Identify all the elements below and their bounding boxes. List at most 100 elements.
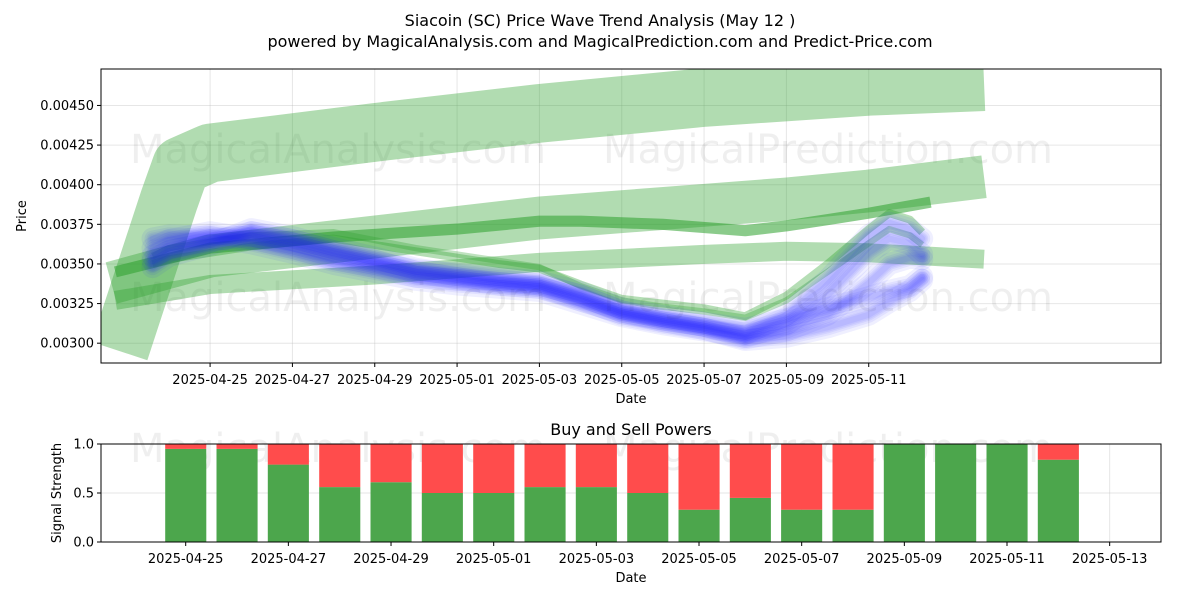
- watermark-prediction-top: MagicalPrediction.com: [603, 127, 1053, 173]
- price-y-tick-label: 0.00350: [40, 257, 94, 272]
- buy-bar: [267, 464, 309, 542]
- power-x-ticks: 2025-04-25 2025-04-27 2025-04-29 2025-05-01…: [148, 542, 1148, 567]
- price-x-tick-label: 2025-05-03: [502, 373, 578, 388]
- power-x-tick-label: 2025-05-07: [764, 552, 840, 567]
- power-x-tick-label: 2025-05-03: [559, 552, 635, 567]
- price-y-tick-label: 0.00400: [40, 178, 94, 193]
- price-wave-3-layer-3: [146, 216, 929, 340]
- price-wave-1-layer-5: [149, 232, 926, 332]
- chart-subtitle: powered by MagicalAnalysis.com and Magic…: [267, 32, 932, 51]
- power-title: Buy and Sell Powers: [550, 420, 712, 439]
- sell-bar: [165, 444, 207, 449]
- sell-bar: [678, 444, 720, 510]
- sell-bar: [473, 444, 515, 493]
- price-x-tick-label: 2025-05-11: [831, 373, 907, 388]
- trend-band-green-path-a: [151, 209, 926, 321]
- price-y-tick-label: 0.00300: [40, 337, 94, 352]
- trend-band-lower-wave: [113, 241, 985, 310]
- power-x-tick-label: 2025-04-27: [251, 552, 327, 567]
- trend-band-green-path-b: [151, 225, 925, 321]
- sell-bar: [319, 444, 361, 488]
- price-grid: [101, 69, 1161, 363]
- price-panel: MagicalAnalysis.com MagicalPrediction.co…: [15, 68, 1162, 407]
- buy-bar: [473, 493, 515, 542]
- price-waves: [141, 211, 934, 351]
- trend-bands: [101, 69, 987, 361]
- buy-bar: [986, 444, 1028, 542]
- power-x-label: Date: [615, 571, 646, 586]
- watermark-analysis-top: MagicalAnalysis.com: [130, 127, 546, 173]
- price-y-label: Price: [15, 200, 30, 232]
- trend-band-middle-wave: [105, 155, 987, 304]
- price-wave-4-layer-1: [141, 224, 934, 348]
- sell-bar: [575, 444, 617, 488]
- price-wave-5-layer-2: [144, 224, 931, 347]
- power-panel: Buy and Sell Powers MagicalAnalysis.com …: [50, 420, 1162, 586]
- price-y-ticks: 0.00300 0.00325 0.00350 0.00375 0.00400 0.004…: [40, 99, 101, 352]
- price-wave-5-layer-4: [148, 227, 927, 343]
- power-x-tick-label: 2025-05-05: [661, 552, 737, 567]
- price-wave-5-layer-3: [146, 226, 929, 345]
- sell-bar: [1037, 444, 1079, 460]
- power-x-tick-label: 2025-05-13: [1072, 552, 1148, 567]
- power-x-tick-label: 2025-04-29: [353, 552, 429, 567]
- price-wave-2-layer-1: [141, 218, 934, 351]
- sell-bar: [216, 444, 258, 449]
- power-y-ticks: 0.0 0.5 1.0: [73, 438, 101, 551]
- price-x-tick-label: 2025-05-09: [749, 373, 825, 388]
- price-wave-2-layer-3: [146, 223, 929, 346]
- buy-bar: [678, 509, 720, 542]
- sell-bar: [729, 444, 771, 498]
- price-x-ticks: 2025-04-25 2025-04-27 2025-04-29 2025-05-01…: [172, 363, 907, 388]
- watermark-prediction-bottom: MagicalPrediction.com: [603, 426, 1053, 472]
- power-x-tick-label: 2025-05-11: [969, 552, 1045, 567]
- power-y-label: Signal Strength: [50, 443, 65, 543]
- price-wave-3-layer-2: [144, 214, 931, 342]
- price-wave-5-layer-1: [141, 221, 934, 350]
- power-x-tick-label: 2025-04-25: [148, 552, 224, 567]
- power-x-tick-label: 2025-05-09: [867, 552, 943, 567]
- buy-bar: [165, 448, 207, 542]
- price-x-tick-label: 2025-05-05: [584, 373, 660, 388]
- price-wave-1-layer-3: [146, 229, 929, 335]
- price-wave-2-layer-4: [148, 224, 927, 345]
- buy-bar: [370, 482, 412, 542]
- buy-bar: [832, 509, 874, 542]
- sell-bar: [781, 444, 823, 510]
- price-y-tick-label: 0.00375: [40, 218, 94, 233]
- price-wave-2-layer-5: [149, 226, 926, 343]
- price-y-tick-label: 0.00325: [40, 297, 94, 312]
- sell-bar: [421, 444, 463, 493]
- sell-bar: [832, 444, 874, 510]
- sell-bar: [370, 444, 412, 483]
- chart-title: Siacoin (SC) Price Wave Trend Analysis (…: [405, 11, 796, 30]
- power-bars: [165, 444, 1079, 542]
- buy-bar: [781, 509, 823, 542]
- price-watermarks: MagicalAnalysis.com MagicalPrediction.co…: [130, 127, 1053, 321]
- power-y-tick-label: 0.0: [73, 536, 94, 551]
- price-x-label: Date: [615, 392, 646, 407]
- sell-bar: [267, 444, 309, 465]
- price-x-tick-label: 2025-04-25: [172, 373, 248, 388]
- trend-band-inner-trend: [114, 196, 932, 278]
- price-wave-4-layer-4: [148, 230, 927, 342]
- price-wave-4-layer-2: [144, 227, 931, 345]
- power-y-tick-label: 1.0: [73, 438, 94, 453]
- price-x-tick-label: 2025-05-01: [419, 373, 495, 388]
- sell-bar: [524, 444, 566, 488]
- buy-bar: [421, 493, 463, 542]
- price-x-tick-label: 2025-04-29: [337, 373, 413, 388]
- trend-band-upper-wave: [101, 69, 986, 361]
- price-plot-area: [101, 69, 1161, 363]
- price-wave-3-layer-4: [148, 218, 927, 339]
- sell-bar: [627, 444, 669, 493]
- price-y-tick-label: 0.00425: [40, 139, 94, 154]
- buy-bar: [575, 487, 617, 542]
- buy-bar: [729, 497, 771, 542]
- price-wave-5-layer-5: [149, 229, 926, 342]
- price-wave-2-layer-2: [144, 221, 931, 348]
- price-wave-3-layer-5: [149, 219, 926, 337]
- watermark-prediction-mid: MagicalPrediction.com: [603, 275, 1053, 321]
- price-wave-1-layer-4: [148, 230, 927, 334]
